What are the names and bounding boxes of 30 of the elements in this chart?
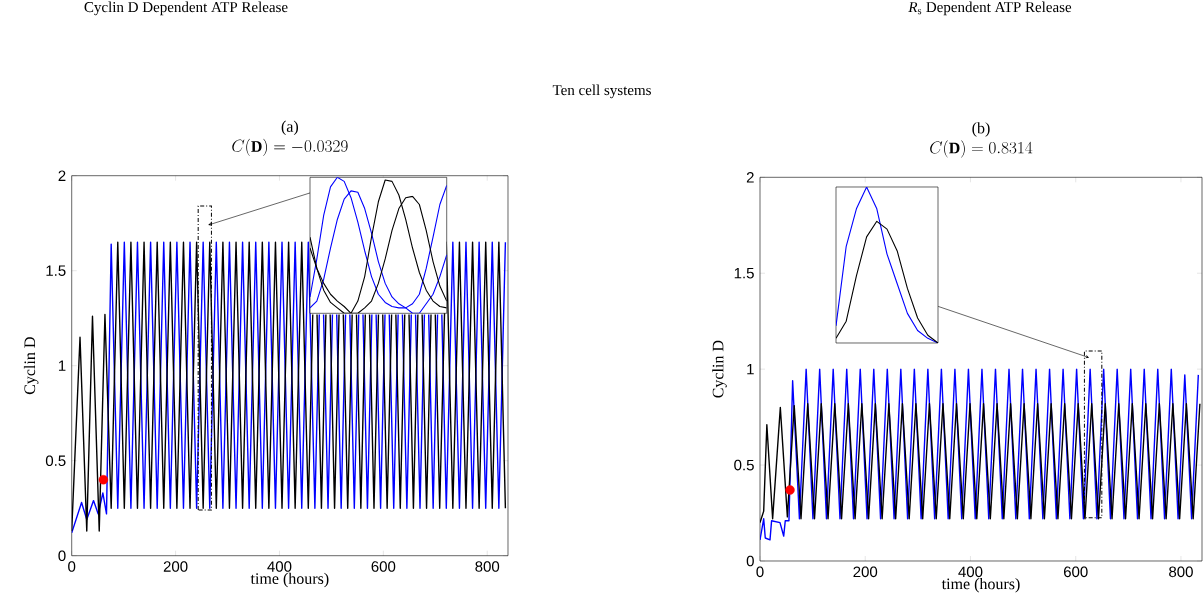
y-tick-label: 0.5 xyxy=(734,459,754,471)
x-axis-title: time (hours) xyxy=(250,572,329,588)
text: Cyclin D Dependent ATP Release xyxy=(84,1,288,16)
y-axis-title: Cyclin D xyxy=(712,340,727,398)
y-tick-label: 1 xyxy=(58,360,66,371)
x-tick-label: 0 xyxy=(756,566,764,578)
x-tick-label: 400 xyxy=(958,566,983,578)
y-axis-title: Cyclin D xyxy=(23,337,39,395)
y-tick-label: 1.5 xyxy=(734,267,754,279)
x-tick-label: 200 xyxy=(853,566,878,578)
chart-subtitle: $C(\mathbf{D}) = 0.8314$ xyxy=(930,140,1033,158)
text: R$_{s}$ Dependent ATP Release xyxy=(908,1,1072,16)
x-tick-label: 600 xyxy=(1063,566,1088,578)
text: Ten cell systems xyxy=(552,84,651,99)
x-tick-label: 600 xyxy=(371,561,396,572)
y-tick-label: 2 xyxy=(746,172,754,183)
chart-title: (b) xyxy=(972,122,990,137)
x-tick-label: 800 xyxy=(1169,566,1193,578)
y-tick-label: 0.5 xyxy=(45,455,66,466)
x-tick-label: 800 xyxy=(475,561,500,572)
x-axis-title: time (hours) xyxy=(941,578,1020,593)
y-tick-label: 2 xyxy=(58,170,66,181)
chart-subtitle: $C(\mathbf{D}) = -0.0329$ xyxy=(232,138,348,157)
y-tick-label: 1.5 xyxy=(46,265,66,276)
y-tick-label: 0 xyxy=(58,550,66,561)
x-tick-label: 0 xyxy=(68,561,76,572)
y-tick-label: 1 xyxy=(747,363,754,375)
x-tick-label: 200 xyxy=(163,561,188,572)
x-tick-label: 400 xyxy=(267,561,292,572)
chart-title: (a) xyxy=(281,120,299,136)
